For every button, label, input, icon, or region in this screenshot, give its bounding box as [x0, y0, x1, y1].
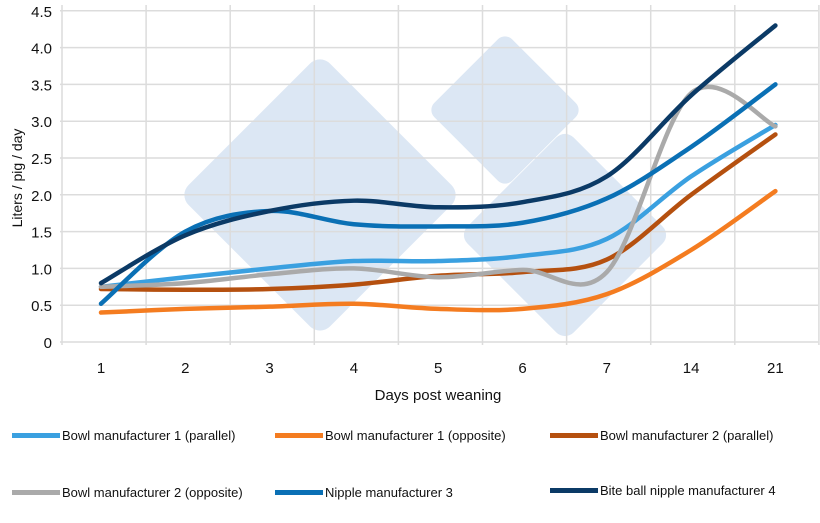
- series-line-5: [98, 23, 778, 286]
- y-tick-label: 3.0: [31, 114, 52, 131]
- legend-label: Nipple manufacturer 3: [325, 485, 453, 500]
- legend-label: Bite ball nipple manufacturer 4: [600, 483, 776, 498]
- x-tick-label: 6: [518, 360, 526, 377]
- legend-label: Bowl manufacturer 1 (parallel): [62, 428, 236, 443]
- x-axis-label: Days post weaning: [375, 387, 502, 404]
- y-axis-label: Liters / pig / day: [9, 129, 25, 228]
- series-line-4: [98, 82, 778, 306]
- legend-label: Bowl manufacturer 1 (opposite): [325, 428, 506, 443]
- legend-swatch: [12, 490, 60, 495]
- watermark-logo: [184, 36, 667, 337]
- legend-item: Bite ball nipple manufacturer 4: [550, 483, 776, 498]
- series-line-3: [98, 84, 778, 290]
- legend-swatch: [550, 433, 598, 438]
- legend-item: Nipple manufacturer 3: [275, 485, 453, 500]
- legend-label: Bowl manufacturer 2 (parallel): [600, 428, 774, 443]
- legend-item: Bowl manufacturer 2 (parallel): [550, 428, 773, 443]
- y-tick-label: 4.5: [31, 4, 52, 21]
- legend-swatch: [275, 433, 323, 438]
- legend-swatch: [275, 490, 323, 495]
- x-tick-label: 5: [434, 360, 442, 377]
- y-tick-label: 2.5: [31, 151, 52, 168]
- legend-label: Bowl manufacturer 2 (opposite): [62, 485, 243, 500]
- legend-swatch: [550, 488, 598, 493]
- legend-item: Bowl manufacturer 1 (opposite): [275, 428, 506, 443]
- y-tick-label: 0: [44, 335, 52, 352]
- y-tick-label: 4.0: [31, 41, 52, 58]
- legend-item: Bowl manufacturer 2 (opposite): [12, 485, 243, 500]
- x-tick-label: 14: [683, 360, 700, 377]
- y-tick-label: 0.5: [31, 298, 52, 315]
- series-line-0: [98, 122, 778, 290]
- legend-item: Bowl manufacturer 1 (parallel): [12, 428, 235, 443]
- x-tick-label: 21: [767, 360, 784, 377]
- legend-swatch: [12, 433, 60, 438]
- y-tick-label: 1.0: [31, 261, 52, 278]
- x-tick-label: 4: [350, 360, 358, 377]
- x-tick-label: 3: [265, 360, 273, 377]
- y-tick-label: 3.5: [31, 77, 52, 94]
- x-tick-label: 2: [181, 360, 189, 377]
- x-tick-label: 1: [97, 360, 105, 377]
- y-tick-label: 1.5: [31, 225, 52, 242]
- x-tick-label: 7: [603, 360, 611, 377]
- series-line-1: [98, 188, 778, 315]
- y-tick-label: 2.0: [31, 188, 52, 205]
